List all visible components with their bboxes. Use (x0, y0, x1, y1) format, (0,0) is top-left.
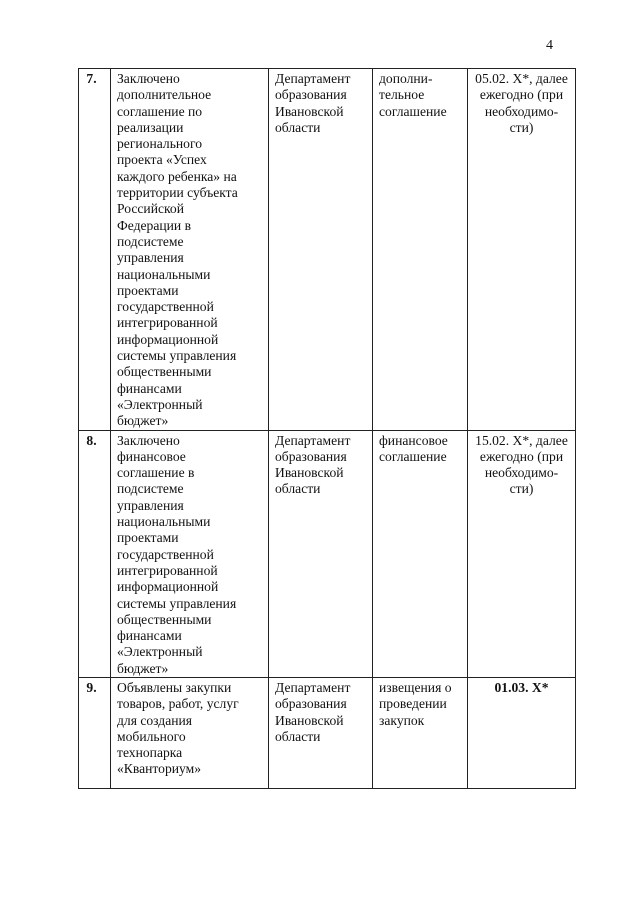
page-number: 4 (546, 38, 553, 53)
responsible-cell: Департамент образования Ивановской облас… (268, 676, 373, 789)
event-cell: Объявлены закупки товаров, работ, услуг … (110, 676, 269, 789)
document-cell: извещения о проведении закупок (372, 676, 468, 789)
document-cell: дополни- тельное соглашение (372, 68, 468, 431)
table-row: 9. Объявлены закупки товаров, работ, усл… (78, 676, 576, 789)
deadline-cell: 01.03. Х* (467, 676, 576, 789)
row-number: 7. (78, 68, 111, 431)
responsible-cell: Департамент образования Ивановской облас… (268, 68, 373, 431)
responsible-cell: Департамент образования Ивановской облас… (268, 429, 373, 678)
table-row: 7. Заключено дополнительное соглашение п… (78, 68, 576, 431)
deadline-cell: 05.02. Х*, далее ежегодно (при необходим… (467, 68, 576, 431)
event-cell: Заключено финансовое соглашение в подсис… (110, 429, 269, 678)
row-number: 9. (78, 676, 111, 789)
document-cell: финансовое соглашение (372, 429, 468, 678)
events-table: 7. Заключено дополнительное соглашение п… (78, 68, 576, 789)
table-row: 8. Заключено финансовое соглашение в под… (78, 429, 576, 678)
row-number: 8. (78, 429, 111, 678)
deadline-cell: 15.02. Х*, далее ежегодно (при необходим… (467, 429, 576, 678)
event-cell: Заключено дополнительное соглашение по р… (110, 68, 269, 431)
